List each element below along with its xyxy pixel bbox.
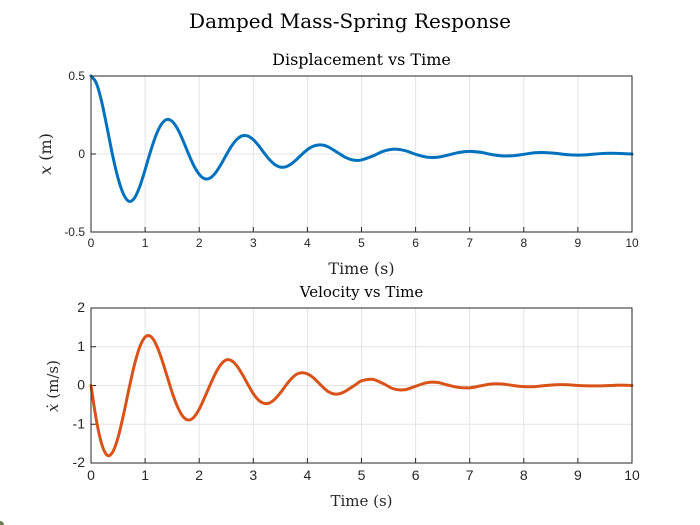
velocity-xtick-label: 2 — [195, 467, 203, 483]
displacement-xtick-label: 7 — [466, 236, 473, 250]
corner-mark — [0, 521, 4, 525]
velocity-ytick-label: 0 — [77, 377, 85, 393]
displacement-chart: 0 1 2 3 4 5 6 7 8 9 10-0.500.5 Displacement vs Tim… — [36, 50, 639, 278]
displacement-ylabel-var: x — [36, 166, 55, 175]
velocity-ytick-label: 1 — [77, 338, 85, 354]
displacement-ylabel-unit: (m) — [36, 133, 55, 166]
velocity-xlabel: Time (s) — [330, 492, 392, 510]
displacement-xlabel: Time (s) — [328, 259, 394, 278]
displacement-ticks: 0 1 2 3 4 5 6 7 8 9 10-0.500.5 — [64, 69, 639, 250]
velocity-title: Velocity vs Time — [299, 283, 424, 301]
velocity-xtick-label: 4 — [304, 467, 312, 483]
displacement-xtick-label: 1 — [142, 236, 149, 250]
velocity-xtick-label: 7 — [466, 467, 474, 483]
velocity-chart: 0 1 2 3 4 5 6 7 8 9 10 -2 -1 0 1 2 Velocity vs Time Tim… — [44, 283, 640, 510]
displacement-xtick-label: 8 — [520, 236, 527, 250]
displacement-xtick-label: 9 — [575, 236, 582, 250]
velocity-xtick-label: 1 — [141, 467, 149, 483]
figure-title: Damped Mass-Spring Response — [189, 9, 511, 33]
velocity-ylabel: ẋ (m/s) — [44, 360, 62, 412]
velocity-xtick-label: 9 — [574, 467, 582, 483]
velocity-ytick-label: -1 — [73, 415, 86, 431]
displacement-xtick-label: 3 — [250, 236, 257, 250]
displacement-xtick-label: 4 — [304, 236, 311, 250]
displacement-ylabel: x (m) — [36, 133, 55, 175]
velocity-ytick-label: -2 — [73, 454, 86, 470]
velocity-axes-box — [90, 307, 633, 464]
displacement-title: Displacement vs Time — [272, 50, 451, 69]
velocity-xtick-label: 3 — [249, 467, 257, 483]
velocity-ylabel-var: ẋ — [44, 403, 62, 412]
displacement-xtick-label: 2 — [196, 236, 203, 250]
velocity-ytick-label: 2 — [77, 299, 85, 315]
displacement-xtick-label: 0 — [88, 236, 95, 250]
displacement-axes-box — [90, 75, 633, 233]
displacement-xtick-label: 6 — [412, 236, 419, 250]
velocity-ylabel-unit: (m/s) — [44, 360, 62, 403]
velocity-series-line — [89, 334, 634, 458]
velocity-xtick-label: 5 — [358, 467, 366, 483]
displacement-series-line — [89, 74, 634, 203]
velocity-xtick-label: 10 — [624, 467, 640, 483]
displacement-ytick-label: 0 — [78, 147, 85, 161]
velocity-xtick-label: 0 — [87, 467, 95, 483]
velocity-xtick-label: 8 — [520, 467, 528, 483]
displacement-ytick-label: 0.5 — [68, 69, 85, 83]
displacement-ytick-label: -0.5 — [64, 225, 85, 239]
displacement-xtick-label: 10 — [625, 236, 639, 250]
displacement-xtick-label: 5 — [358, 236, 365, 250]
velocity-xtick-label: 6 — [412, 467, 420, 483]
